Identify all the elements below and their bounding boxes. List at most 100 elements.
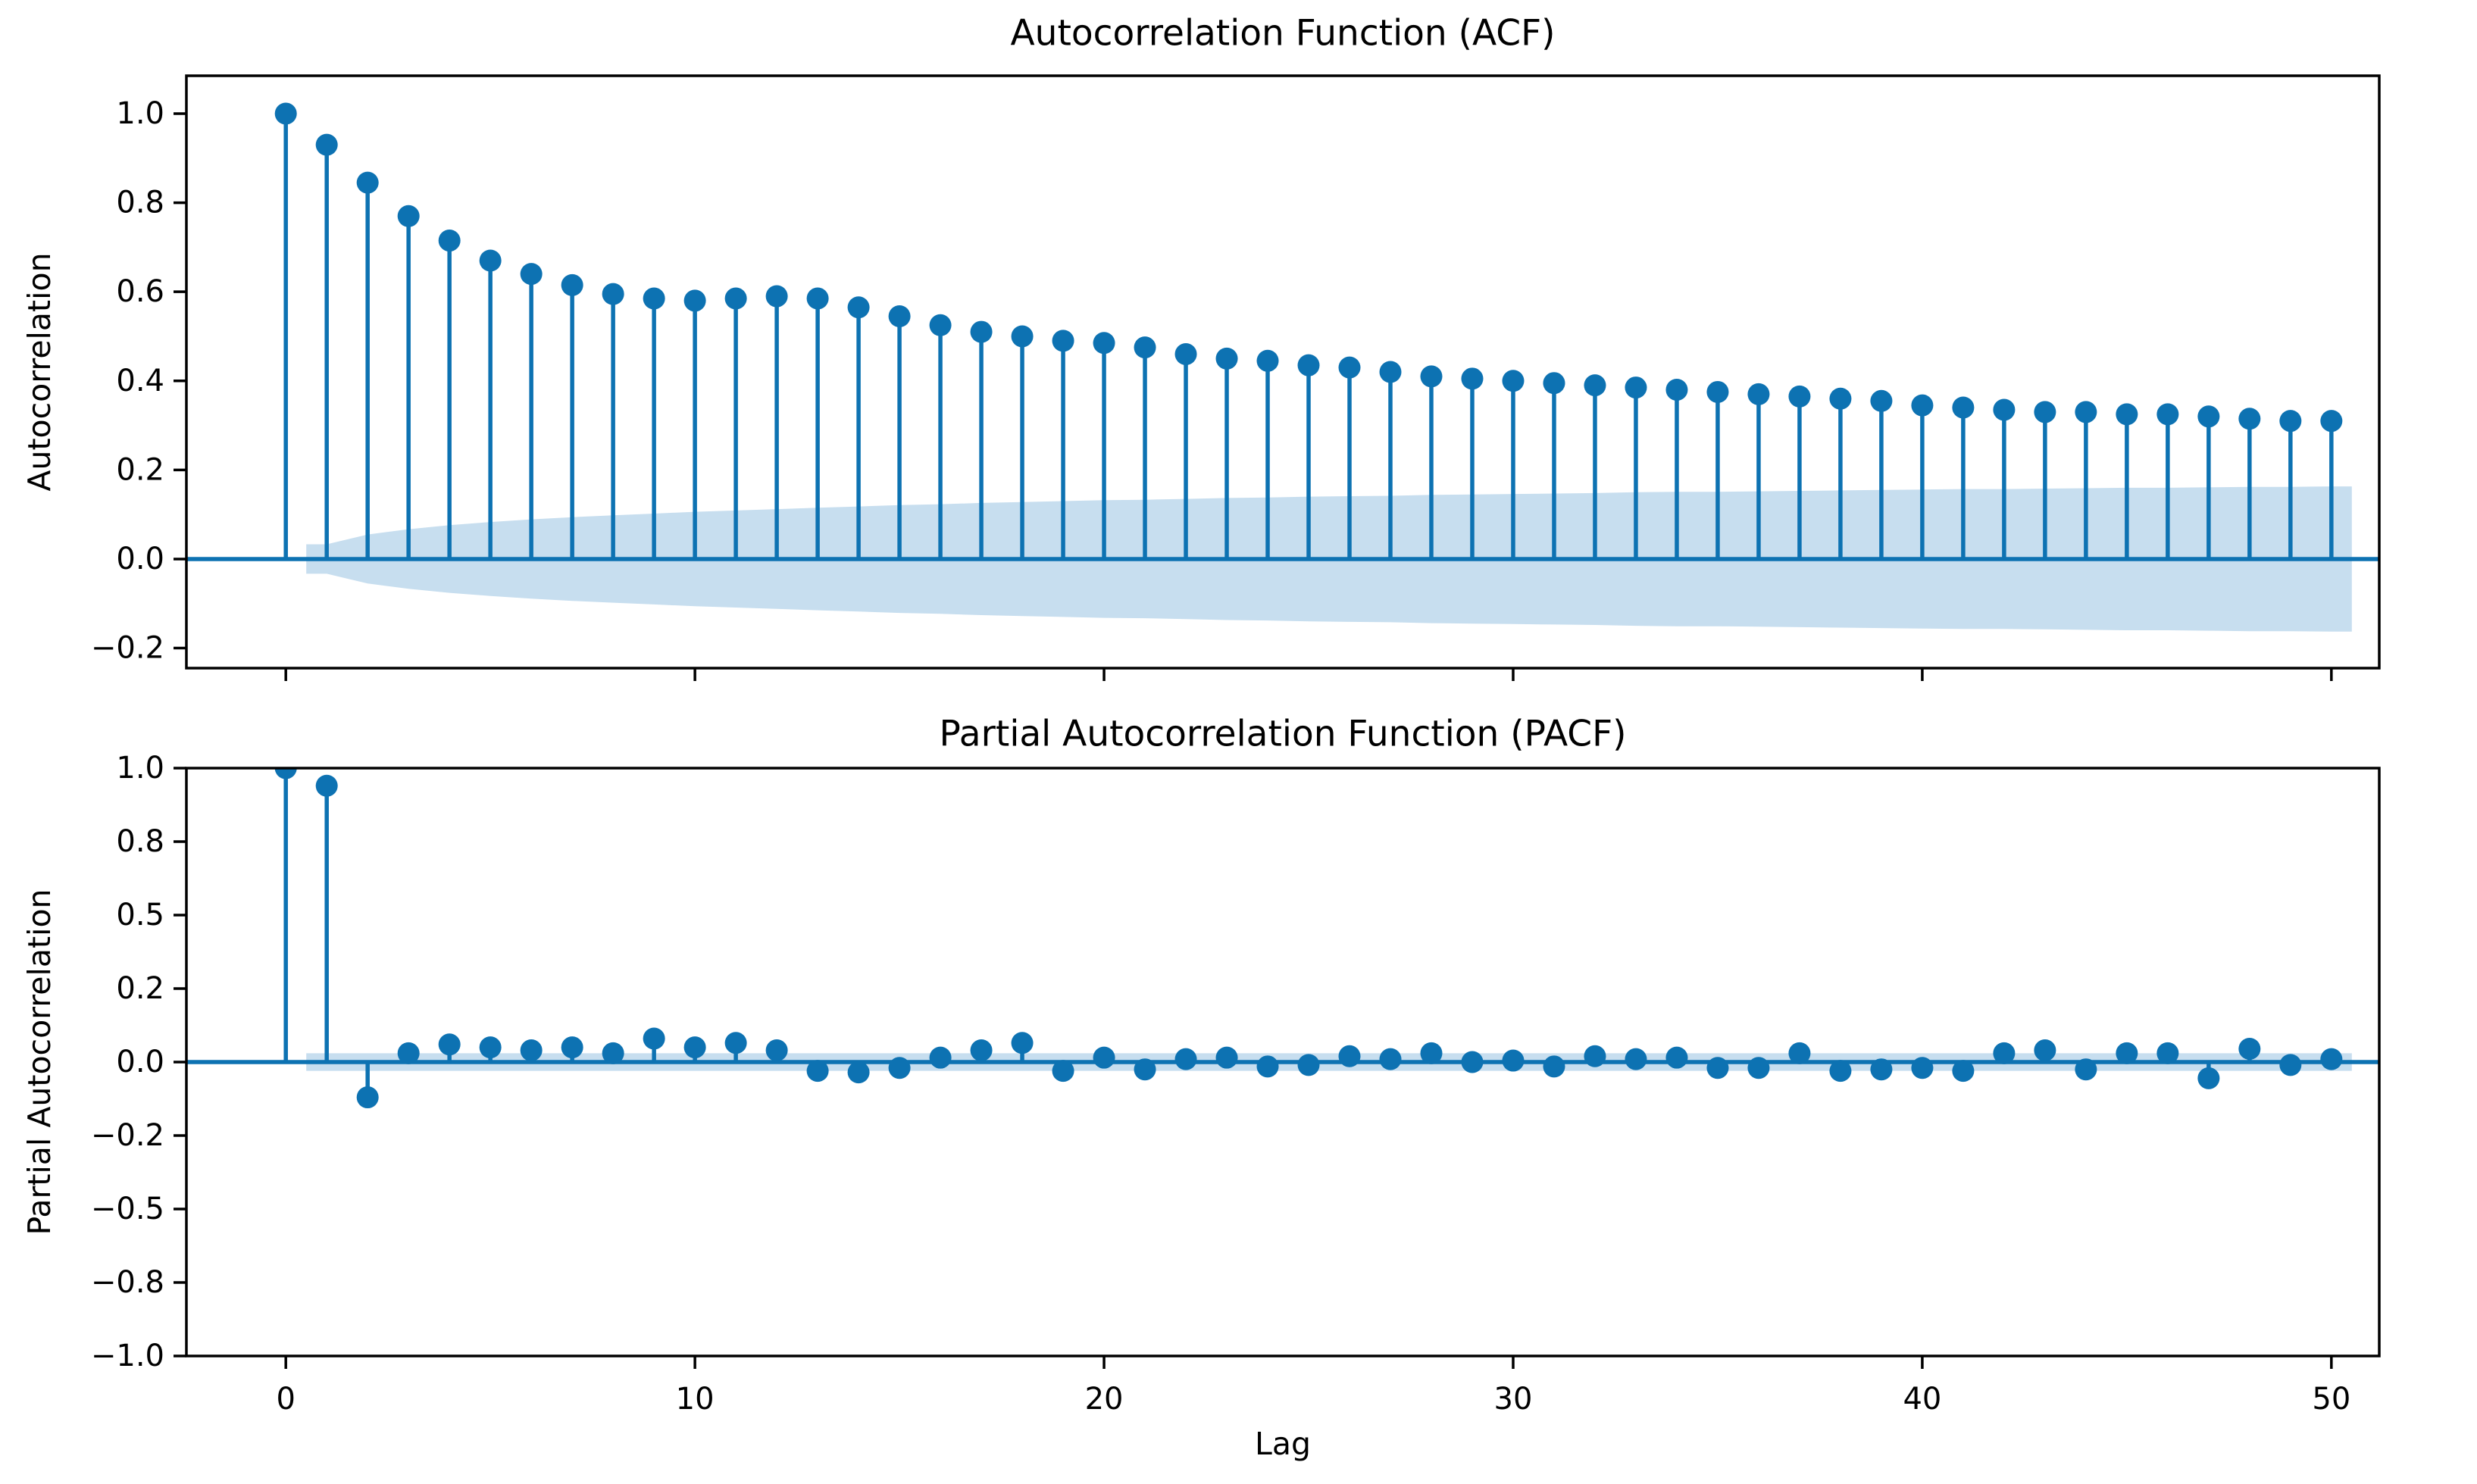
data-point-marker-lag-25 — [1297, 354, 1320, 376]
data-point-marker-lag-35 — [1706, 1057, 1729, 1079]
acf-y-tick-label: 0.8 — [116, 186, 164, 220]
data-point-marker-lag-9 — [643, 1027, 665, 1050]
data-point-marker-lag-11 — [724, 287, 747, 310]
x-tick-label: 20 — [1085, 1382, 1124, 1417]
data-point-marker-lag-37 — [1788, 385, 1811, 408]
data-point-marker-lag-44 — [2075, 401, 2097, 423]
data-point-marker-lag-16 — [929, 314, 952, 336]
pacf-y-tick-label: −0.2 — [91, 1118, 164, 1153]
data-point-marker-lag-2 — [356, 171, 379, 194]
data-point-marker-lag-27 — [1379, 361, 1402, 383]
pacf-chart-title: Partial Autocorrelation Function (PACF) — [939, 713, 1627, 755]
x-axis-label: Lag — [1255, 1426, 1311, 1462]
data-point-marker-lag-7 — [561, 273, 583, 296]
pacf-x-ticks: 0 10 20 30 40 50 — [276, 1356, 2350, 1417]
data-point-marker-lag-39 — [1870, 389, 1893, 412]
pacf-y-ticks: 1.0 0.8 0.5 0.2 0.0 −0.2 −0.5 −0.8 −1.0 — [91, 751, 186, 1373]
data-point-marker-lag-44 — [2075, 1058, 2097, 1081]
data-point-marker-lag-27 — [1379, 1048, 1402, 1070]
data-point-marker-lag-3 — [397, 1042, 420, 1064]
acf-y-tick-label: 0.0 — [116, 542, 164, 576]
data-point-marker-lag-28 — [1420, 365, 1443, 388]
data-point-marker-lag-21 — [1134, 336, 1156, 359]
data-point-marker-lag-42 — [1993, 1042, 2016, 1064]
x-tick-label: 30 — [1494, 1382, 1533, 1417]
data-point-marker-lag-4 — [438, 230, 461, 252]
data-point-marker-lag-24 — [1256, 1055, 1279, 1078]
data-point-marker-lag-33 — [1625, 376, 1647, 399]
pacf-y-tick-label: −0.5 — [91, 1192, 164, 1226]
data-point-marker-lag-0 — [274, 768, 297, 779]
data-point-marker-lag-46 — [2156, 403, 2179, 426]
data-point-marker-lag-17 — [970, 1039, 993, 1061]
data-point-marker-lag-41 — [1952, 1060, 1975, 1083]
x-tick-label: 10 — [676, 1382, 715, 1417]
data-point-marker-lag-46 — [2156, 1042, 2179, 1064]
data-point-marker-lag-26 — [1338, 1045, 1361, 1067]
data-point-marker-lag-43 — [2034, 1039, 2056, 1061]
data-point-marker-lag-34 — [1665, 1046, 1688, 1069]
data-point-marker-lag-41 — [1952, 396, 1975, 419]
data-point-marker-lag-16 — [929, 1046, 952, 1069]
data-point-marker-lag-15 — [888, 1057, 911, 1079]
data-point-marker-lag-23 — [1215, 1046, 1238, 1069]
data-point-marker-lag-36 — [1747, 383, 1770, 405]
pacf-y-tick-label: −0.8 — [91, 1265, 164, 1300]
data-point-marker-lag-23 — [1215, 347, 1238, 370]
data-point-marker-lag-25 — [1297, 1054, 1320, 1076]
pacf-stems — [283, 768, 2334, 1098]
data-point-marker-lag-21 — [1134, 1058, 1156, 1081]
acf-y-tick-label: 0.4 — [116, 364, 164, 398]
data-point-marker-lag-32 — [1584, 1045, 1606, 1067]
data-point-marker-lag-1 — [315, 133, 338, 156]
acf-y-tick-label: 0.2 — [116, 452, 164, 487]
data-point-marker-lag-29 — [1461, 1051, 1484, 1073]
pacf-y-tick-label: −1.0 — [91, 1339, 164, 1373]
pacf-y-tick-label: 0.0 — [116, 1045, 164, 1079]
data-point-marker-lag-5 — [479, 249, 502, 272]
data-point-marker-lag-48 — [2238, 408, 2261, 430]
pacf-markers — [274, 768, 2343, 1109]
data-point-marker-lag-29 — [1461, 367, 1484, 390]
data-point-marker-lag-10 — [683, 289, 706, 312]
data-point-marker-lag-4 — [438, 1033, 461, 1056]
data-point-marker-lag-14 — [847, 1061, 870, 1084]
data-point-marker-lag-5 — [479, 1036, 502, 1059]
data-point-marker-lag-8 — [602, 283, 624, 305]
pacf-y-tick-label: 0.5 — [116, 898, 164, 933]
data-point-marker-lag-6 — [520, 1039, 543, 1061]
data-point-marker-lag-18 — [1011, 1032, 1034, 1054]
data-point-marker-lag-30 — [1502, 370, 1525, 392]
data-point-marker-lag-7 — [561, 1036, 583, 1059]
data-point-marker-lag-10 — [683, 1036, 706, 1059]
data-point-marker-lag-37 — [1788, 1042, 1811, 1064]
data-point-marker-lag-22 — [1174, 342, 1197, 365]
acf-x-ticks — [284, 668, 2333, 681]
pacf-y-tick-label: 0.8 — [116, 824, 164, 859]
x-tick-label: 40 — [1903, 1382, 1941, 1417]
data-point-marker-lag-12 — [765, 1039, 788, 1061]
x-tick-label: 50 — [2312, 1382, 2350, 1417]
data-point-marker-lag-47 — [2197, 405, 2220, 428]
data-point-marker-lag-40 — [1911, 1057, 1934, 1079]
data-point-marker-lag-40 — [1911, 394, 1934, 417]
acf-chart-title: Autocorrelation Function (ACF) — [1010, 12, 1556, 55]
data-point-marker-lag-9 — [643, 287, 665, 310]
data-point-marker-lag-36 — [1747, 1057, 1770, 1079]
data-point-marker-lag-22 — [1174, 1048, 1197, 1070]
data-point-marker-lag-38 — [1829, 387, 1852, 410]
data-point-marker-lag-42 — [1993, 398, 2016, 421]
data-point-marker-lag-30 — [1502, 1049, 1525, 1072]
data-point-marker-lag-49 — [2279, 410, 2302, 433]
acf-plot-area — [186, 102, 2379, 632]
acf-y-ticks: 1.0 0.8 0.6 0.4 0.2 0.0 −0.2 — [91, 96, 186, 666]
data-point-marker-lag-12 — [765, 285, 788, 308]
data-point-marker-lag-24 — [1256, 349, 1279, 372]
data-point-marker-lag-31 — [1543, 1055, 1565, 1078]
data-point-marker-lag-6 — [520, 263, 543, 286]
data-point-marker-lag-19 — [1052, 330, 1074, 352]
data-point-marker-lag-32 — [1584, 374, 1606, 397]
acf-y-tick-label: 0.6 — [116, 274, 164, 309]
